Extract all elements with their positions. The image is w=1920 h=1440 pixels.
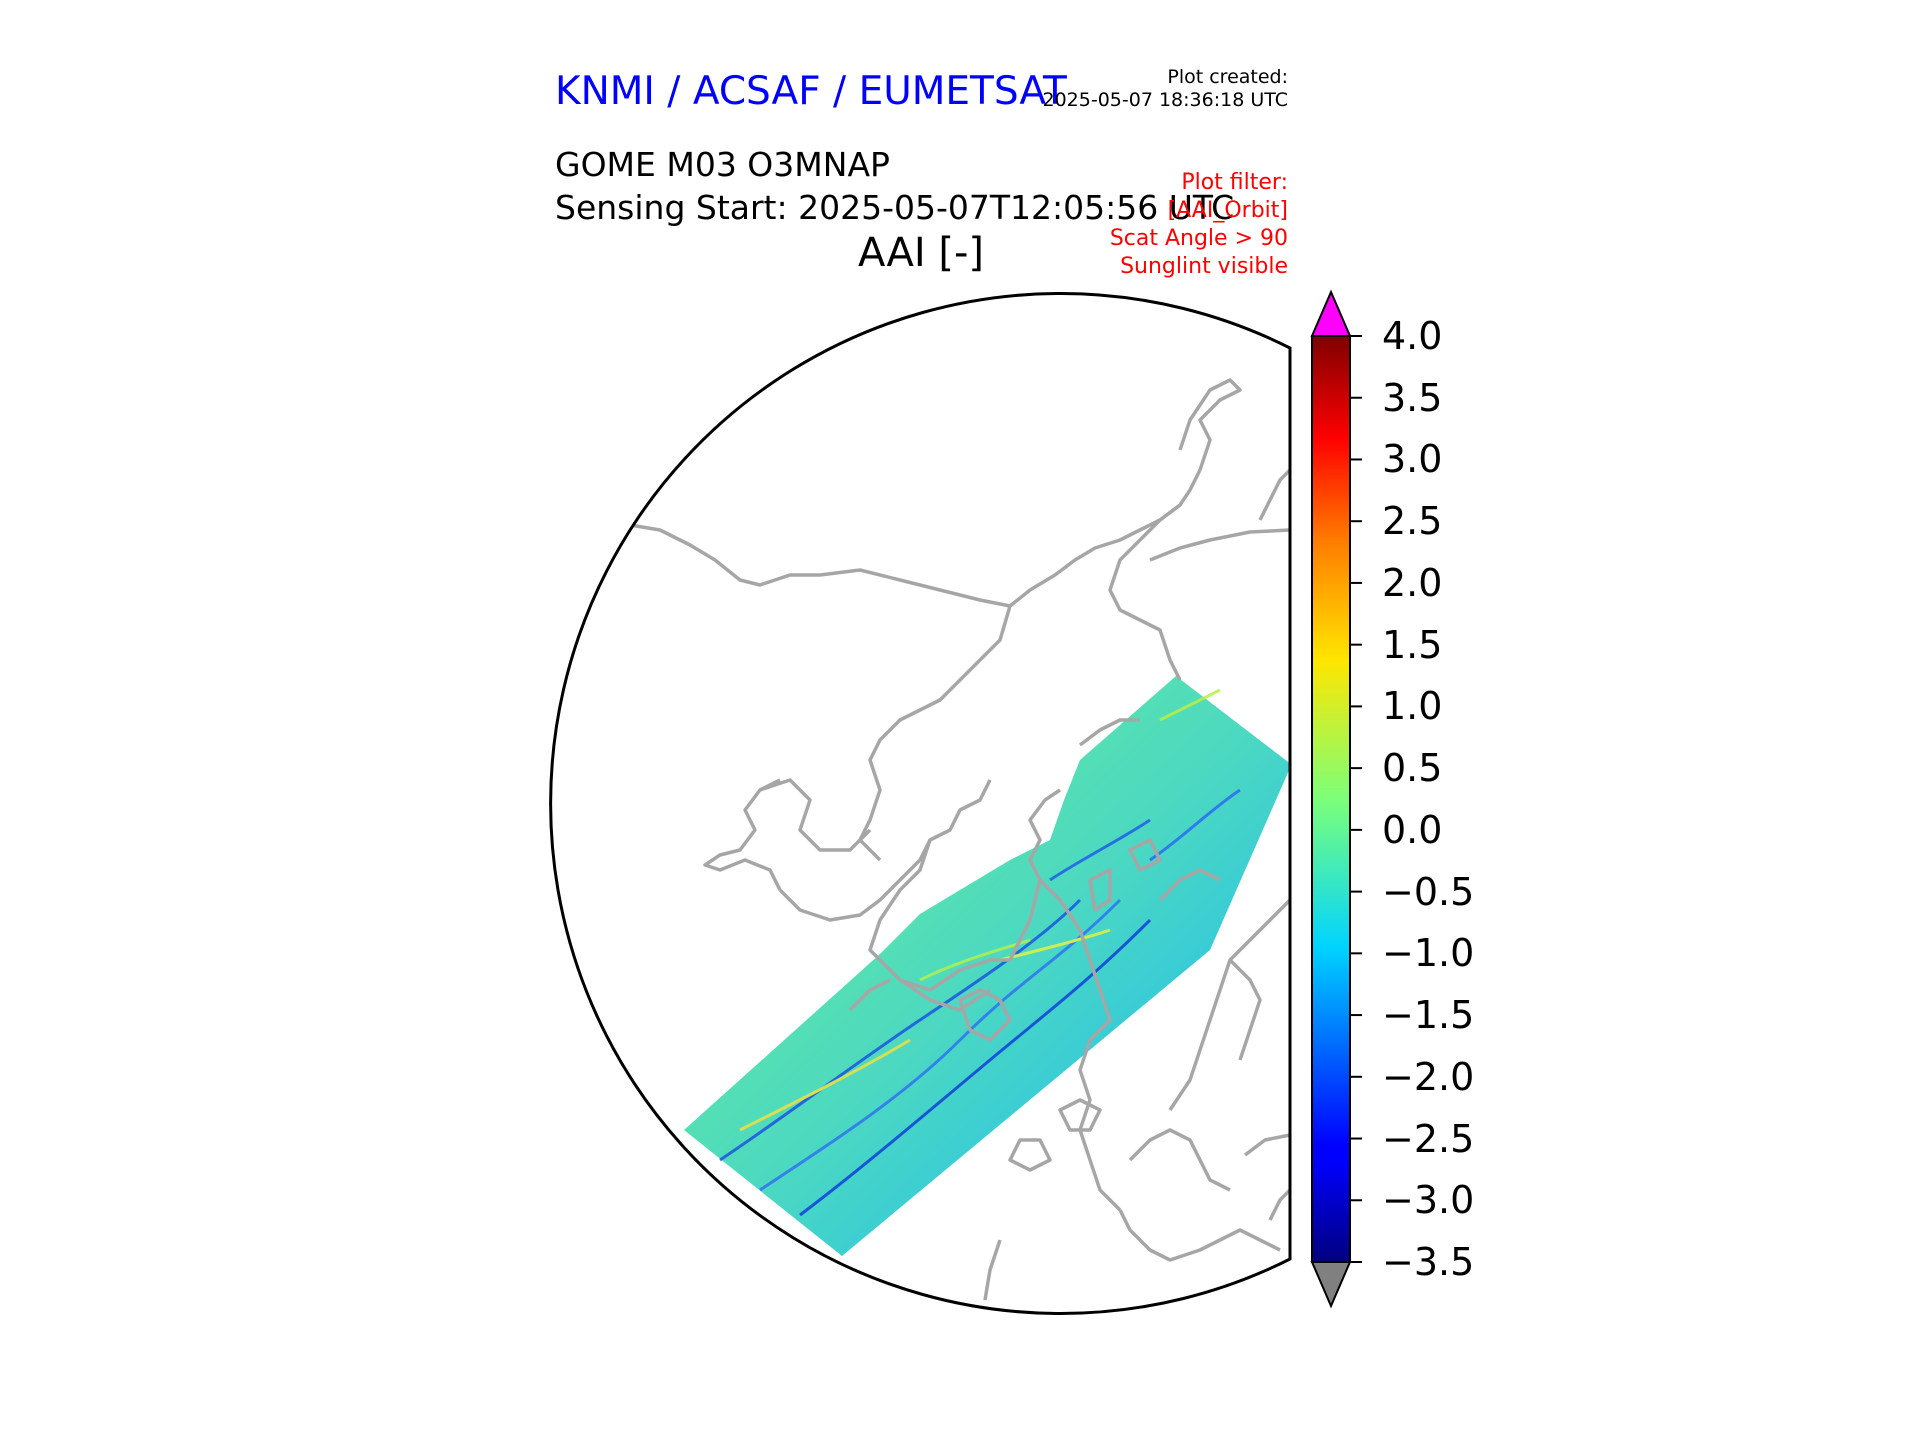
- colorbar-tick-label: 1.5: [1382, 622, 1443, 667]
- colorbar-tick-label: 2.0: [1382, 560, 1443, 605]
- satellite-swath: [684, 676, 1292, 1256]
- colorbar-under-triangle: [1310, 1261, 1352, 1309]
- organization-title: KNMI / ACSAF / EUMETSAT: [555, 69, 1067, 114]
- colorbar-tick-label: −1.0: [1382, 931, 1475, 976]
- map-boundary: [549, 292, 1292, 1315]
- colorbar-tick-label: 4.0: [1382, 314, 1443, 358]
- filter-line-1: Plot filter:: [1181, 170, 1288, 195]
- filter-line-4: Sunglint visible: [1120, 254, 1288, 279]
- colorbar-tick-label: 1.0: [1382, 684, 1443, 729]
- colorbar: [1310, 289, 1362, 1309]
- colorbar-tick-label: 2.5: [1382, 499, 1443, 544]
- colorbar-tick-label: −0.5: [1382, 869, 1475, 914]
- sensing-start: Sensing Start: 2025-05-07T12:05:56 UTC: [555, 188, 1235, 227]
- colorbar-gradient: [1311, 335, 1351, 1263]
- colorbar-tick-label: −2.5: [1382, 1116, 1475, 1161]
- filter-line-2: [AAI_Orbit]: [1167, 198, 1288, 223]
- colorbar-tick-label: 0.0: [1382, 807, 1443, 852]
- variable-title: AAI [-]: [858, 230, 984, 276]
- colorbar-over-triangle: [1310, 289, 1352, 337]
- filter-line-3: Scat Angle > 90: [1109, 226, 1288, 251]
- product-name: GOME M03 O3MNAP: [555, 145, 890, 184]
- colorbar-tick-label: 0.5: [1382, 746, 1443, 791]
- colorbar-tick-label: 3.0: [1382, 437, 1443, 482]
- colorbar-tick-label: −3.5: [1382, 1240, 1475, 1284]
- colorbar-tick-label: −3.0: [1382, 1178, 1475, 1223]
- colorbar-tick-label: 3.5: [1382, 375, 1443, 420]
- map-area: [629, 378, 1292, 1301]
- colorbar-tick-label: −2.0: [1382, 1054, 1475, 1099]
- coastlines: [629, 378, 1292, 1301]
- colorbar-tick-label: −1.5: [1382, 993, 1475, 1038]
- plot-created-time: 2025-05-07 18:36:18 UTC: [1042, 89, 1289, 111]
- plot-created-label: Plot created:: [1167, 66, 1288, 88]
